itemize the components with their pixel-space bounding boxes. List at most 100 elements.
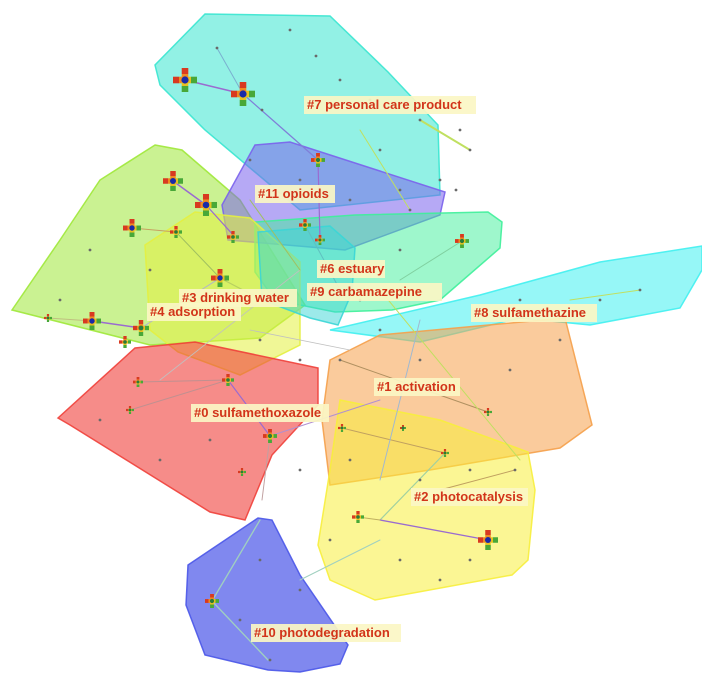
citation-node-icon[interactable]	[315, 235, 325, 245]
citation-node-icon[interactable]	[163, 171, 183, 191]
svg-text:#1 activation: #1 activation	[377, 379, 456, 394]
citation-node-icon[interactable]	[126, 406, 134, 414]
reference-dot	[338, 358, 342, 362]
reference-dot	[518, 298, 522, 302]
reference-dot	[298, 358, 302, 362]
reference-dot	[238, 618, 242, 622]
reference-dot	[258, 558, 262, 562]
citation-node-icon[interactable]	[227, 231, 239, 243]
svg-text:#8 sulfamethazine: #8 sulfamethazine	[474, 305, 586, 320]
reference-dot	[348, 458, 352, 462]
citation-node-icon[interactable]	[133, 320, 149, 336]
svg-text:#6 estuary: #6 estuary	[320, 261, 385, 276]
reference-dot	[418, 478, 422, 482]
reference-dot	[348, 198, 352, 202]
reference-dot	[258, 338, 262, 342]
citation-node-icon[interactable]	[478, 530, 498, 550]
cluster-label-7[interactable]: #7 personal care product	[304, 96, 476, 114]
citation-node-icon[interactable]	[455, 234, 469, 248]
cluster-label-0[interactable]: #0 sulfamethoxazole	[191, 404, 329, 422]
reference-dot	[314, 54, 318, 58]
citation-node-icon[interactable]	[83, 312, 101, 330]
reference-dot	[418, 118, 422, 122]
svg-text:#0 sulfamethoxazole: #0 sulfamethoxazole	[194, 405, 321, 420]
citation-node-icon[interactable]	[238, 468, 246, 476]
citation-node-icon[interactable]	[338, 424, 346, 432]
cluster-label-11[interactable]: #11 opioids	[255, 185, 335, 203]
reference-dot	[458, 128, 462, 132]
citation-node-icon[interactable]	[123, 219, 141, 237]
svg-text:#3 drinking water: #3 drinking water	[182, 290, 289, 305]
reference-dot	[98, 418, 102, 422]
svg-text:#9 carbamazepine: #9 carbamazepine	[310, 284, 422, 299]
citation-node-icon[interactable]	[44, 314, 52, 322]
reference-dot	[558, 338, 562, 342]
citation-node-icon[interactable]	[299, 219, 311, 231]
reference-dot	[418, 358, 422, 362]
reference-dot	[58, 298, 62, 302]
reference-dot	[288, 28, 292, 32]
reference-dot	[398, 188, 402, 192]
citation-node-icon[interactable]	[211, 269, 229, 287]
citation-node-icon[interactable]	[170, 226, 182, 238]
reference-dot	[468, 558, 472, 562]
reference-dot	[508, 368, 512, 372]
cluster-label-3[interactable]: #3 drinking water	[179, 289, 297, 307]
reference-dot	[438, 578, 442, 582]
reference-dot	[158, 458, 162, 462]
citation-node-icon[interactable]	[222, 374, 234, 386]
cited-reference-nodes	[44, 28, 642, 662]
reference-dot	[513, 468, 517, 472]
reference-dot	[468, 468, 472, 472]
reference-dot	[148, 268, 152, 272]
reference-dot	[378, 328, 382, 332]
svg-text:#2 photocatalysis: #2 photocatalysis	[414, 489, 523, 504]
svg-text:#4 adsorption: #4 adsorption	[150, 304, 235, 319]
citation-node-icon[interactable]	[231, 82, 255, 106]
citation-node-icon[interactable]	[441, 449, 449, 457]
citation-node-icon[interactable]	[263, 429, 277, 443]
svg-text:#10 photodegradation: #10 photodegradation	[254, 625, 390, 640]
citation-node-icon[interactable]	[195, 194, 217, 216]
reference-dot	[208, 438, 212, 442]
reference-dot	[438, 178, 442, 182]
reference-dot	[398, 248, 402, 252]
citation-node-icon[interactable]	[173, 68, 197, 92]
reference-dot	[398, 558, 402, 562]
reference-dot	[268, 658, 272, 662]
reference-dot	[378, 148, 382, 152]
cluster-label-4[interactable]: #4 adsorption	[147, 303, 241, 321]
reference-dot	[248, 158, 252, 162]
citation-node-icon[interactable]	[484, 408, 492, 416]
cluster-hull-0	[56, 341, 319, 521]
reference-dot	[215, 46, 219, 50]
svg-text:#7 personal care product: #7 personal care product	[307, 97, 462, 112]
citation-node-icon[interactable]	[119, 336, 131, 348]
cluster-label-6[interactable]: #6 estuary	[317, 260, 385, 278]
cluster-labels: #0 sulfamethoxazole #1 activation #2 pho…	[147, 96, 597, 642]
reference-dot	[454, 188, 458, 192]
reference-dot	[598, 298, 602, 302]
citation-node-icon[interactable]	[133, 377, 143, 387]
reference-dot	[338, 78, 342, 82]
cluster-label-1[interactable]: #1 activation	[374, 378, 460, 396]
reference-dot	[298, 588, 302, 592]
reference-dot	[468, 148, 472, 152]
cluster-label-2[interactable]: #2 photocatalysis	[411, 488, 528, 506]
reference-dot	[408, 208, 412, 212]
cluster-label-10[interactable]: #10 photodegradation	[251, 624, 401, 642]
reference-dot	[88, 248, 92, 252]
reference-dot	[328, 538, 332, 542]
citation-node-icon[interactable]	[205, 594, 219, 608]
citation-node-icon[interactable]	[352, 511, 364, 523]
reference-dot	[260, 108, 264, 112]
svg-text:#11 opioids: #11 opioids	[258, 186, 329, 201]
cluster-label-9[interactable]: #9 carbamazepine	[307, 283, 442, 301]
reference-dot	[298, 178, 302, 182]
cluster-label-8[interactable]: #8 sulfamethazine	[471, 304, 597, 322]
citation-node-icon[interactable]	[311, 153, 325, 167]
citation-node-icon[interactable]	[400, 425, 406, 431]
reference-dot	[298, 468, 302, 472]
reference-dot	[638, 288, 642, 292]
